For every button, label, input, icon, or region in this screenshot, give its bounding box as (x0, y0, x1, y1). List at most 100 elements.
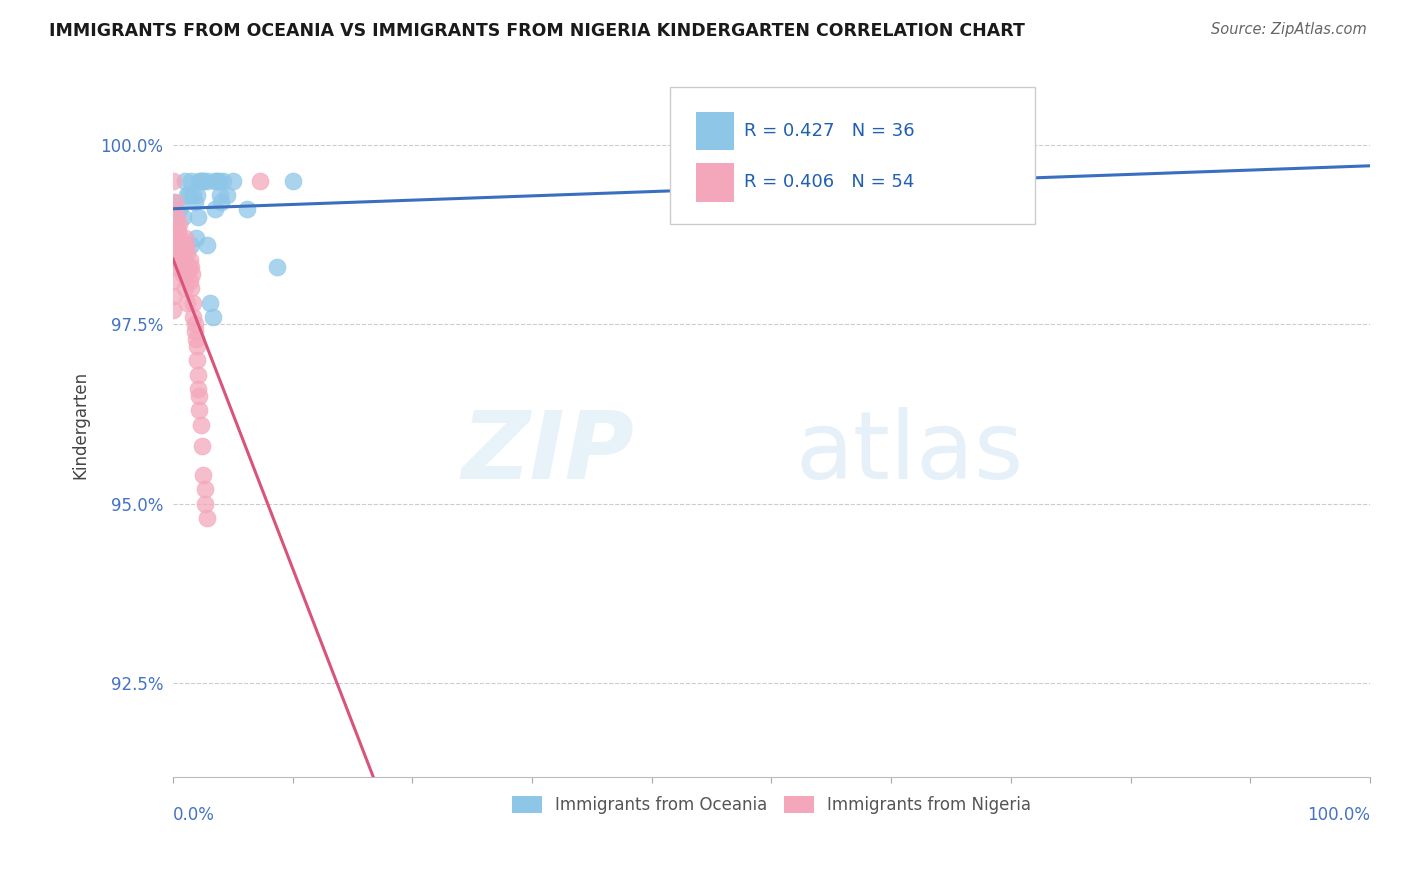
FancyBboxPatch shape (696, 163, 734, 202)
Point (281, 174, 304, 188)
Point (188, 389, 211, 403)
Point (180, 260, 202, 274)
Point (179, 252, 201, 267)
Point (177, 260, 200, 274)
Point (167, 245, 190, 260)
Point (173, 252, 195, 267)
Point (186, 353, 208, 368)
Point (904, 174, 927, 188)
Point (194, 497, 217, 511)
Point (179, 274, 201, 288)
Point (162, 195, 184, 210)
Point (162, 302, 184, 317)
Point (207, 174, 229, 188)
Point (195, 174, 218, 188)
Point (166, 210, 188, 224)
Point (191, 439, 214, 453)
Point (172, 210, 194, 224)
Point (188, 174, 211, 188)
Point (165, 195, 187, 210)
Point (183, 318, 205, 332)
Point (170, 238, 193, 252)
Point (183, 325, 205, 339)
Point (266, 260, 288, 274)
Point (176, 188, 198, 202)
Point (191, 174, 214, 188)
Point (172, 245, 194, 260)
Point (204, 174, 226, 188)
Point (177, 188, 200, 202)
Point (180, 238, 202, 252)
Point (174, 260, 197, 274)
Point (162, 245, 184, 260)
Point (222, 174, 245, 188)
Point (174, 238, 197, 252)
Point (212, 174, 235, 188)
Point (195, 238, 218, 252)
Point (162, 260, 184, 274)
FancyBboxPatch shape (696, 112, 734, 151)
Point (167, 238, 190, 252)
Text: 0.0%: 0.0% (173, 806, 215, 824)
Point (162, 210, 184, 224)
Point (169, 252, 191, 267)
Point (162, 274, 184, 288)
Point (174, 231, 197, 245)
Point (190, 174, 212, 188)
Point (191, 468, 214, 483)
Point (167, 224, 190, 238)
Point (209, 195, 232, 210)
Point (183, 195, 205, 210)
Text: R = 0.427   N = 36: R = 0.427 N = 36 (744, 121, 914, 140)
Point (183, 188, 205, 202)
Point (195, 511, 218, 525)
Point (180, 174, 202, 188)
Point (169, 252, 191, 267)
Point (190, 417, 212, 432)
Point (187, 382, 209, 396)
Point (162, 174, 184, 188)
Point (194, 483, 217, 497)
Point (162, 288, 184, 302)
Point (180, 281, 202, 295)
Point (198, 295, 221, 310)
Point (236, 202, 259, 217)
Text: ZIP: ZIP (461, 407, 634, 499)
Point (172, 267, 194, 281)
Point (183, 295, 205, 310)
Point (170, 260, 193, 274)
Point (187, 210, 209, 224)
Point (201, 310, 224, 324)
Point (208, 188, 231, 202)
Legend: Immigrants from Oceania, Immigrants from Nigeria: Immigrants from Oceania, Immigrants from… (505, 789, 1038, 821)
Point (174, 174, 197, 188)
Point (162, 238, 184, 252)
Point (183, 310, 205, 324)
Point (204, 202, 226, 217)
Point (181, 267, 204, 281)
Point (186, 339, 208, 353)
Point (249, 174, 271, 188)
Point (188, 403, 211, 417)
Text: 100.0%: 100.0% (1308, 806, 1369, 824)
Point (186, 188, 208, 202)
Text: Source: ZipAtlas.com: Source: ZipAtlas.com (1211, 22, 1367, 37)
Point (167, 202, 190, 217)
FancyBboxPatch shape (669, 87, 1035, 224)
Point (215, 188, 238, 202)
Point (207, 174, 229, 188)
Text: atlas: atlas (796, 407, 1024, 499)
Point (174, 267, 197, 281)
Text: R = 0.406   N = 54: R = 0.406 N = 54 (744, 173, 914, 191)
Point (167, 217, 190, 231)
Point (169, 231, 191, 245)
Point (187, 368, 209, 382)
Point (162, 202, 184, 217)
Point (176, 245, 198, 260)
Point (184, 332, 207, 346)
Point (174, 281, 197, 295)
Text: IMMIGRANTS FROM OCEANIA VS IMMIGRANTS FROM NIGERIA KINDERGARTEN CORRELATION CHAR: IMMIGRANTS FROM OCEANIA VS IMMIGRANTS FR… (49, 22, 1025, 40)
Point (166, 224, 188, 238)
Point (184, 231, 207, 245)
Y-axis label: Kindergarten: Kindergarten (72, 371, 89, 479)
